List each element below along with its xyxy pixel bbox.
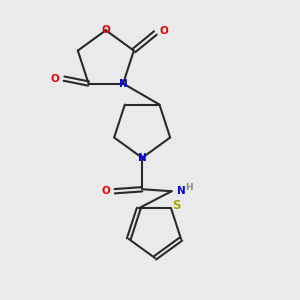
Text: N: N (176, 186, 185, 196)
Text: H: H (185, 183, 193, 192)
Text: O: O (160, 26, 169, 36)
Text: N: N (119, 79, 128, 88)
Text: O: O (101, 186, 110, 196)
Text: S: S (172, 199, 180, 212)
Text: O: O (51, 74, 59, 84)
Text: O: O (101, 25, 110, 35)
Text: N: N (138, 153, 146, 163)
